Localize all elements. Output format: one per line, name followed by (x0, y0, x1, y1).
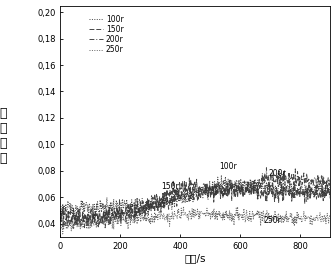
Text: 150r: 150r (161, 182, 179, 191)
Text: 摩: 摩 (0, 107, 7, 120)
150r (187, 176, 192, 179)
200r (264, 166, 268, 169)
Text: 250r: 250r (264, 217, 282, 225)
Line: 250r: 250r (60, 206, 330, 234)
100r (219, 174, 223, 177)
Line: 200r: 200r (60, 168, 330, 228)
200r (58, 216, 62, 219)
250r (328, 216, 332, 219)
100r (218, 186, 222, 189)
250r (58, 227, 62, 230)
150r (107, 216, 111, 219)
150r (263, 188, 267, 192)
200r (181, 193, 185, 196)
250r (128, 223, 132, 226)
Text: 擦: 擦 (0, 122, 7, 135)
200r (262, 181, 266, 185)
200r (328, 185, 332, 188)
Line: 100r: 100r (60, 175, 330, 220)
Text: 100r: 100r (219, 162, 237, 171)
150r (128, 204, 132, 207)
150r (181, 187, 185, 190)
200r (218, 189, 222, 192)
200r (239, 181, 243, 185)
100r (263, 189, 267, 192)
200r (107, 221, 111, 225)
Legend: 100r, 150r, 200r, 250r: 100r, 150r, 200r, 250r (86, 12, 127, 57)
250r (107, 224, 111, 227)
250r (263, 218, 267, 221)
250r (240, 217, 244, 220)
200r (71, 226, 75, 230)
150r (240, 185, 244, 189)
250r (61, 232, 65, 236)
100r (128, 203, 132, 206)
250r (218, 216, 222, 219)
150r (58, 208, 62, 211)
Text: 200r: 200r (268, 169, 286, 178)
Text: 数: 数 (0, 151, 7, 165)
100r (240, 185, 244, 188)
150r (218, 197, 222, 200)
100r (181, 191, 185, 194)
100r (328, 194, 332, 197)
100r (58, 213, 62, 216)
150r (328, 197, 332, 200)
200r (128, 211, 132, 214)
Line: 150r: 150r (60, 178, 330, 226)
Text: 系: 系 (0, 137, 7, 150)
100r (73, 218, 77, 221)
100r (107, 212, 111, 215)
X-axis label: 时间/s: 时间/s (185, 253, 206, 263)
250r (181, 210, 185, 213)
250r (181, 205, 185, 208)
150r (85, 224, 89, 227)
